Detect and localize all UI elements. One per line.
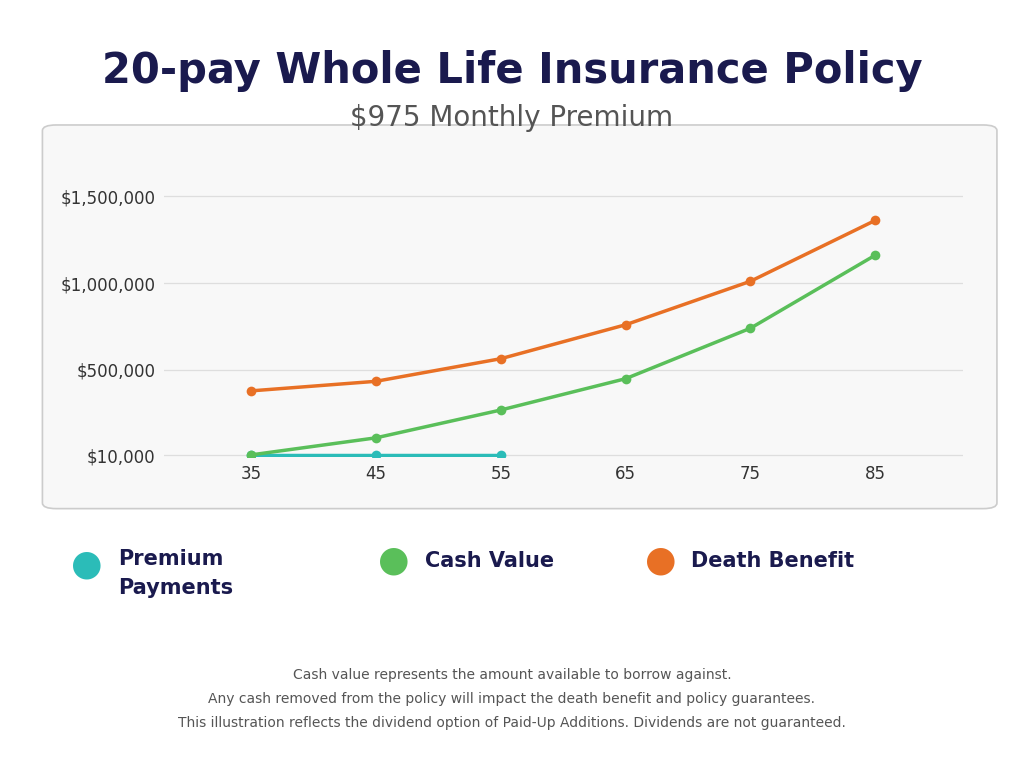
FancyBboxPatch shape — [42, 125, 997, 508]
Text: ●: ● — [72, 548, 102, 581]
Text: ●: ● — [645, 544, 676, 578]
Text: Death Benefit: Death Benefit — [691, 551, 854, 571]
Text: $975 Monthly Premium: $975 Monthly Premium — [350, 104, 674, 131]
Text: ●: ● — [379, 544, 410, 578]
Text: Premium: Premium — [118, 549, 223, 569]
Text: Cash Value: Cash Value — [425, 551, 554, 571]
Text: 20-pay Whole Life Insurance Policy: 20-pay Whole Life Insurance Policy — [101, 50, 923, 92]
Text: Payments: Payments — [118, 578, 232, 598]
Text: Cash value represents the amount available to borrow against.
Any cash removed f: Cash value represents the amount availab… — [178, 668, 846, 730]
